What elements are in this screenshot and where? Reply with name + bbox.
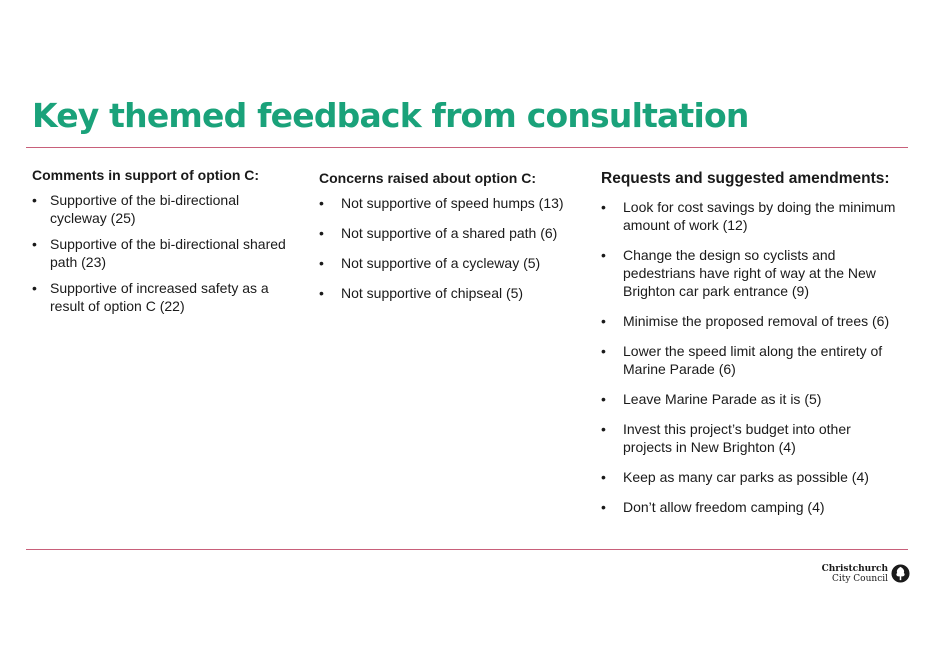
list-item: • Look for cost savings by doing the mini… <box>601 199 896 233</box>
support-heading: Comments in support of option C: <box>32 167 260 183</box>
concerns-list: • Not supportive of speed humps (13) • Not… <box>319 194 589 302</box>
bullet-icon: • <box>601 313 606 329</box>
bullet-icon: • <box>319 255 324 271</box>
council-logo: Christchurch City Council <box>822 564 910 584</box>
support-column: Comments in support of option C: • Suppor… <box>32 167 312 323</box>
list-item: • Keep as many car parks as possible (4) <box>601 469 869 485</box>
list-item: • Don’t allow freedom camping (4) <box>601 499 825 515</box>
support-list: • Supportive of the bi-directional cyclew… <box>32 191 312 315</box>
slide-title: Key themed feedback from consultation <box>32 96 749 135</box>
bullet-icon: • <box>601 247 606 263</box>
list-item: • Not supportive of a shared path (6) <box>319 225 558 241</box>
concerns-column: Concerns raised about option C: • Not sup… <box>319 170 589 314</box>
bullet-icon: • <box>601 499 606 515</box>
requests-heading: Requests and suggested amendments: <box>601 170 890 187</box>
bullet-icon: • <box>601 199 606 215</box>
tree-seal-icon <box>891 564 910 583</box>
list-item: • Supportive of the bi-directional cyclew… <box>32 192 240 226</box>
list-item: • Not supportive of a cycleway (5) <box>319 255 541 271</box>
bullet-icon: • <box>32 236 37 252</box>
bullet-icon: • <box>319 195 324 211</box>
requests-list: • Look for cost savings by doing the mini… <box>601 198 911 516</box>
list-item: • Supportive of increased safety as a res… <box>32 280 269 314</box>
list-item: • Leave Marine Parade as it is (5) <box>601 391 822 407</box>
list-item: • Not supportive of chipseal (5) <box>319 285 524 301</box>
bullet-icon: • <box>601 421 606 437</box>
bullet-icon: • <box>601 469 606 485</box>
requests-column: Requests and suggested amendments: • Look… <box>601 170 911 528</box>
list-item: • Not supportive of speed humps (13) <box>319 195 564 211</box>
bullet-icon: • <box>601 343 606 359</box>
bullet-icon: • <box>601 391 606 407</box>
bullet-icon: • <box>32 280 37 296</box>
bullet-icon: • <box>319 225 324 241</box>
bullet-icon: • <box>32 192 37 208</box>
list-item: • Supportive of the bi-directional shared… <box>32 236 286 270</box>
logo-line-1: Christchurch <box>821 564 888 574</box>
logo-line-2: City Council <box>831 574 888 584</box>
list-item: • Minimise the proposed removal of trees … <box>601 313 890 329</box>
list-item: • Invest this project’s budget into other… <box>601 421 851 455</box>
list-item: • Change the design so cyclists and pedes… <box>601 247 876 299</box>
bottom-divider <box>26 549 908 550</box>
top-divider <box>26 147 908 148</box>
bullet-icon: • <box>319 285 324 301</box>
concerns-heading: Concerns raised about option C: <box>319 170 537 186</box>
list-item: • Lower the speed limit along the entiret… <box>601 343 883 377</box>
